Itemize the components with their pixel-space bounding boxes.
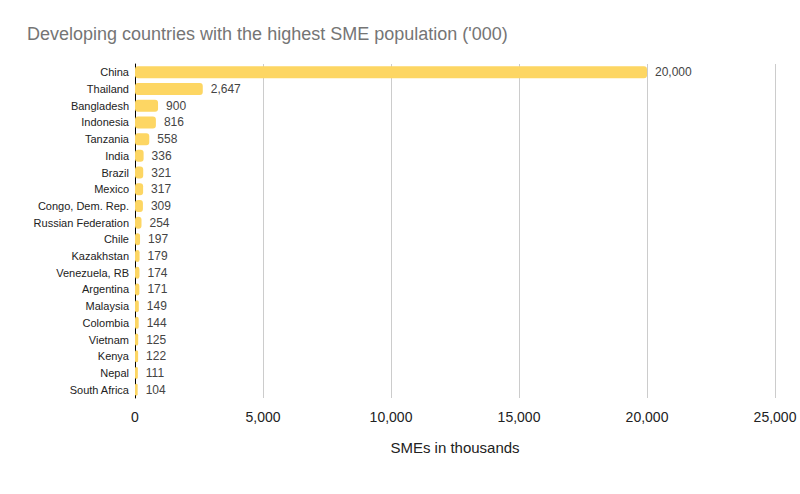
svg-text:5,000: 5,000	[245, 409, 280, 425]
svg-text:Developing countries with the: Developing countries with the highest SM…	[27, 24, 508, 44]
svg-text:India: India	[105, 150, 130, 162]
svg-text:Russian Federation: Russian Federation	[34, 217, 129, 229]
svg-text:2,647: 2,647	[211, 82, 241, 96]
svg-text:254: 254	[150, 216, 170, 230]
svg-text:Malaysia: Malaysia	[86, 300, 130, 312]
svg-text:15,000: 15,000	[498, 409, 541, 425]
svg-text:174: 174	[147, 266, 167, 280]
svg-text:122: 122	[146, 349, 166, 363]
svg-text:309: 309	[151, 199, 171, 213]
svg-text:0: 0	[131, 409, 139, 425]
svg-text:10,000: 10,000	[370, 409, 413, 425]
svg-text:Brazil: Brazil	[101, 167, 129, 179]
svg-text:Mexico: Mexico	[94, 183, 129, 195]
svg-text:Indonesia: Indonesia	[81, 116, 130, 128]
svg-text:111: 111	[146, 366, 165, 380]
svg-text:171: 171	[147, 282, 167, 296]
svg-text:149: 149	[147, 299, 167, 313]
svg-text:336: 336	[152, 149, 172, 163]
svg-text:144: 144	[147, 316, 167, 330]
svg-text:Nepal: Nepal	[100, 367, 129, 379]
svg-text:317: 317	[151, 182, 171, 196]
svg-text:Colombia: Colombia	[83, 317, 130, 329]
svg-text:Congo, Dem. Rep.: Congo, Dem. Rep.	[38, 200, 129, 212]
svg-text:Bangladesh: Bangladesh	[71, 100, 129, 112]
svg-text:Argentina: Argentina	[82, 283, 130, 295]
svg-text:816: 816	[164, 115, 184, 129]
svg-text:Vietnam: Vietnam	[89, 334, 129, 346]
svg-text:25,000: 25,000	[754, 409, 797, 425]
svg-text:321: 321	[151, 166, 171, 180]
svg-text:558: 558	[157, 132, 177, 146]
svg-text:Venezuela, RB: Venezuela, RB	[56, 267, 129, 279]
svg-text:Chile: Chile	[104, 233, 129, 245]
svg-text:SMEs in thousands: SMEs in thousands	[390, 439, 519, 456]
svg-text:900: 900	[166, 99, 186, 113]
svg-text:Kenya: Kenya	[98, 350, 130, 362]
svg-text:20,000: 20,000	[655, 65, 692, 79]
svg-text:20,000: 20,000	[626, 409, 669, 425]
svg-text:South Africa: South Africa	[70, 384, 130, 396]
svg-text:China: China	[100, 66, 130, 78]
svg-text:Tanzania: Tanzania	[85, 133, 130, 145]
svg-text:179: 179	[148, 249, 168, 263]
svg-text:Thailand: Thailand	[87, 83, 129, 95]
svg-text:125: 125	[146, 333, 166, 347]
svg-text:197: 197	[148, 232, 168, 246]
svg-text:Kazakhstan: Kazakhstan	[72, 250, 129, 262]
svg-text:104: 104	[146, 383, 166, 397]
